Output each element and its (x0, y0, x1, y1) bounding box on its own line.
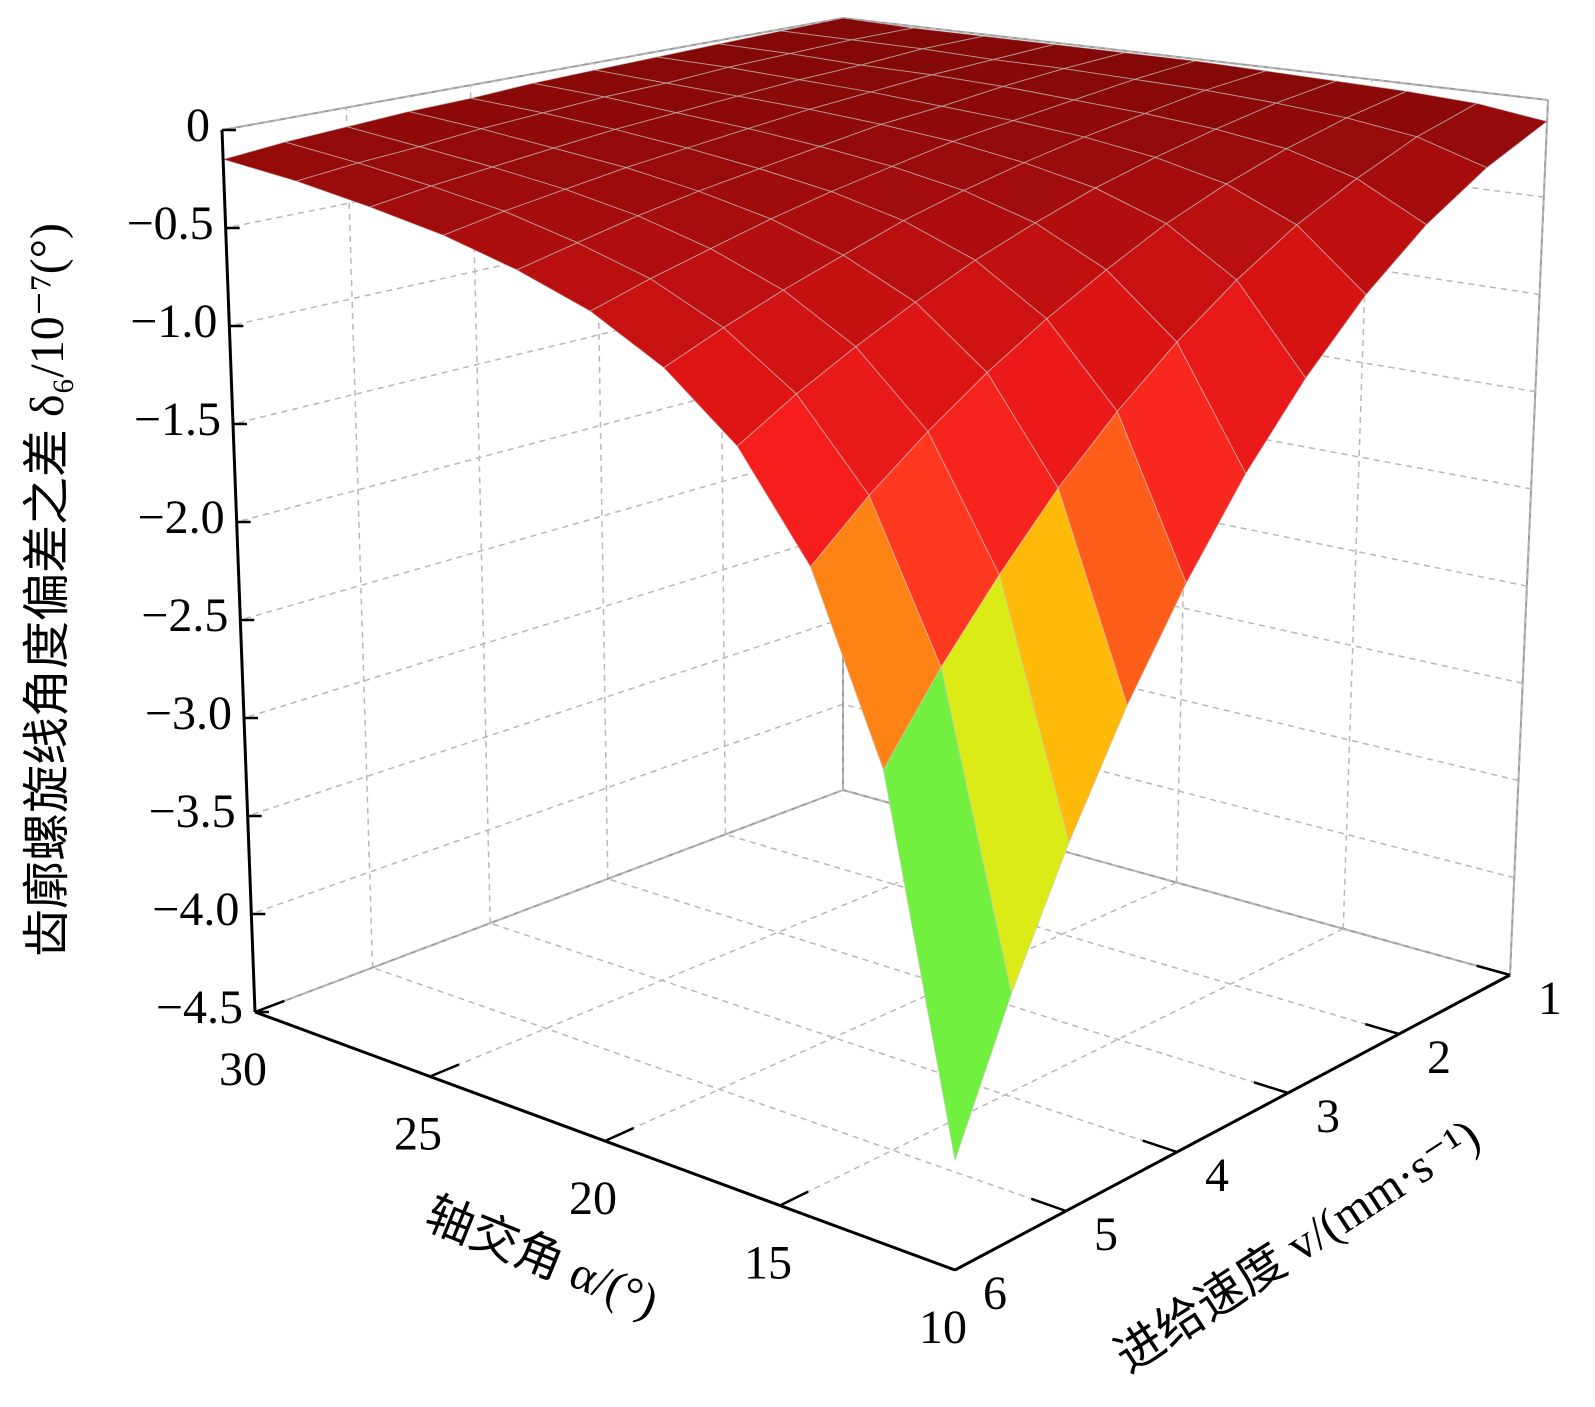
x-tick-label: 25 (394, 1108, 442, 1161)
grid-line (345, 107, 374, 968)
axis-line (954, 973, 1511, 1272)
tick-mark (429, 1063, 460, 1078)
grid-line (372, 966, 1067, 1212)
y-tick-label: 4 (1205, 1149, 1229, 1202)
z-tick-label: −0.5 (127, 197, 214, 250)
y-tick-label: 3 (1316, 1090, 1340, 1143)
grid-line (593, 62, 609, 879)
z-tick-label: −3.0 (145, 687, 232, 740)
grid-line (251, 703, 844, 915)
surface-patch (882, 665, 1012, 1163)
x-tick-label: 20 (569, 1172, 617, 1225)
grid-line (779, 928, 1344, 1207)
box-edge (1509, 99, 1549, 976)
tick-mark (1030, 1197, 1067, 1213)
x-axis-label: 轴交角 α/(°) (418, 1187, 666, 1328)
tick-mark (1253, 1081, 1289, 1095)
z-tick-label: −1.5 (134, 393, 221, 446)
z-tick-label: −3.5 (149, 785, 236, 838)
grid-line (1509, 99, 1549, 976)
y-tick-label: 6 (983, 1267, 1007, 1320)
grid-line (604, 881, 1177, 1142)
z-axis-label: 齿廓螺旋线角度偏差之差 δ₆/10⁻⁷(°) (21, 223, 74, 957)
grid-line (842, 617, 1519, 782)
tick-mark (1364, 1022, 1400, 1036)
x-tick-label: 30 (219, 1043, 267, 1096)
tick-mark (604, 1126, 635, 1143)
grid-line (725, 833, 1400, 1035)
grid-line (243, 531, 844, 719)
x-tick-label: 10 (919, 1301, 967, 1354)
y-axis-label: 进给速度 v/(mm·s⁻¹) (1106, 1109, 1489, 1383)
z-tick-label: −2.5 (141, 589, 228, 642)
y-tick-label: 2 (1427, 1031, 1451, 1084)
z-tick-label: −4.5 (156, 981, 243, 1034)
tick-mark (954, 1254, 984, 1272)
box-edge (221, 17, 844, 131)
y-tick-label: 1 (1538, 972, 1562, 1025)
grid-line (254, 789, 844, 1013)
z-tick-label: −2.0 (138, 491, 225, 544)
tick-mark (779, 1190, 809, 1207)
z-tick-label: −4.0 (152, 883, 239, 936)
z-tick-label: −1.0 (130, 295, 217, 348)
x-tick-label: 15 (744, 1237, 792, 1290)
axis-line (220, 129, 257, 1013)
tick-mark (1476, 964, 1511, 977)
y-tick-label: 5 (1094, 1208, 1118, 1261)
grid-line (842, 17, 1549, 101)
grid-line (240, 446, 844, 621)
tick-mark (1142, 1139, 1178, 1154)
tick-mark (919, 1255, 956, 1272)
tick-mark (254, 999, 285, 1014)
grid-line (247, 617, 844, 817)
z-tick-label: 0 (186, 99, 210, 152)
box-edge (254, 789, 844, 1013)
